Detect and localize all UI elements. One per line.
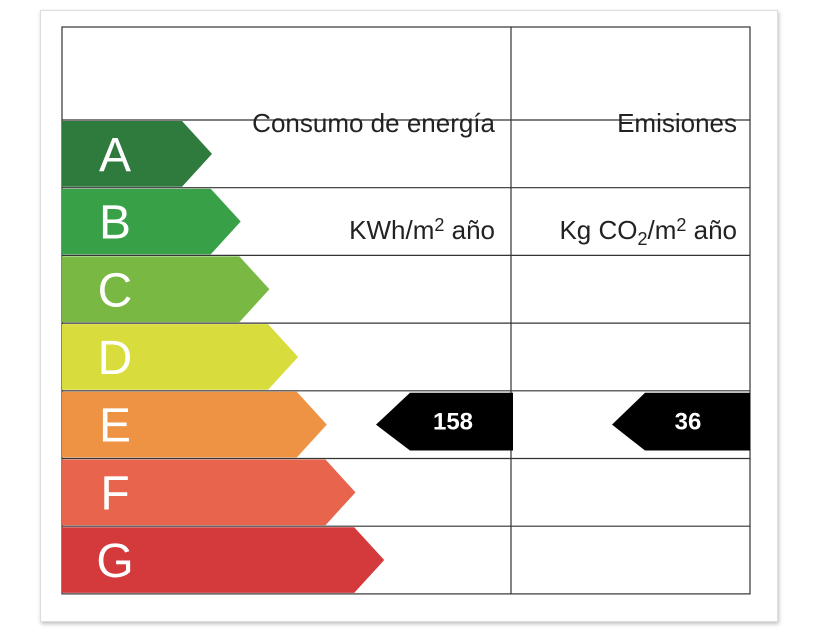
emissions-unit: Kg CO2/m2 año [515, 208, 737, 256]
unit-text: Kg CO [559, 215, 638, 245]
rating-letter: D [98, 332, 133, 385]
unit-text: año [686, 215, 737, 245]
rating-arrow [62, 188, 241, 255]
emissions-pointer [612, 392, 750, 451]
rating-letter: C [98, 264, 133, 317]
rating-letter: B [99, 197, 131, 250]
energy-value: 158 [433, 409, 473, 436]
unit-text: año [444, 215, 495, 245]
energy-title: Consumo de energía [252, 108, 495, 138]
unit-sup: 2 [676, 215, 687, 235]
emissions-value: 36 [675, 409, 702, 436]
energy-unit: KWh/m2 año [80, 208, 495, 247]
rating-letter: E [99, 400, 131, 453]
unit-text: /m [647, 215, 677, 245]
rating-arrow [62, 121, 212, 187]
rating-arrow [62, 324, 299, 390]
rating-letter: A [99, 129, 131, 182]
unit-text: KWh/m [349, 215, 435, 245]
rating-letter: F [100, 467, 129, 520]
energy-pointer [376, 392, 513, 451]
rating-letter: G [96, 535, 133, 588]
unit-sub: 2 [637, 229, 648, 249]
rating-arrow [62, 459, 356, 526]
emissions-title: Emisiones [617, 108, 737, 138]
emissions-header: Emisiones Kg CO2/m2 año [515, 38, 737, 290]
energy-header: Consumo de energía KWh/m2 año [80, 38, 495, 281]
rating-arrow [62, 527, 385, 593]
rating-arrow [62, 391, 327, 458]
unit-sup: 2 [434, 215, 445, 235]
rating-arrow [62, 256, 270, 323]
